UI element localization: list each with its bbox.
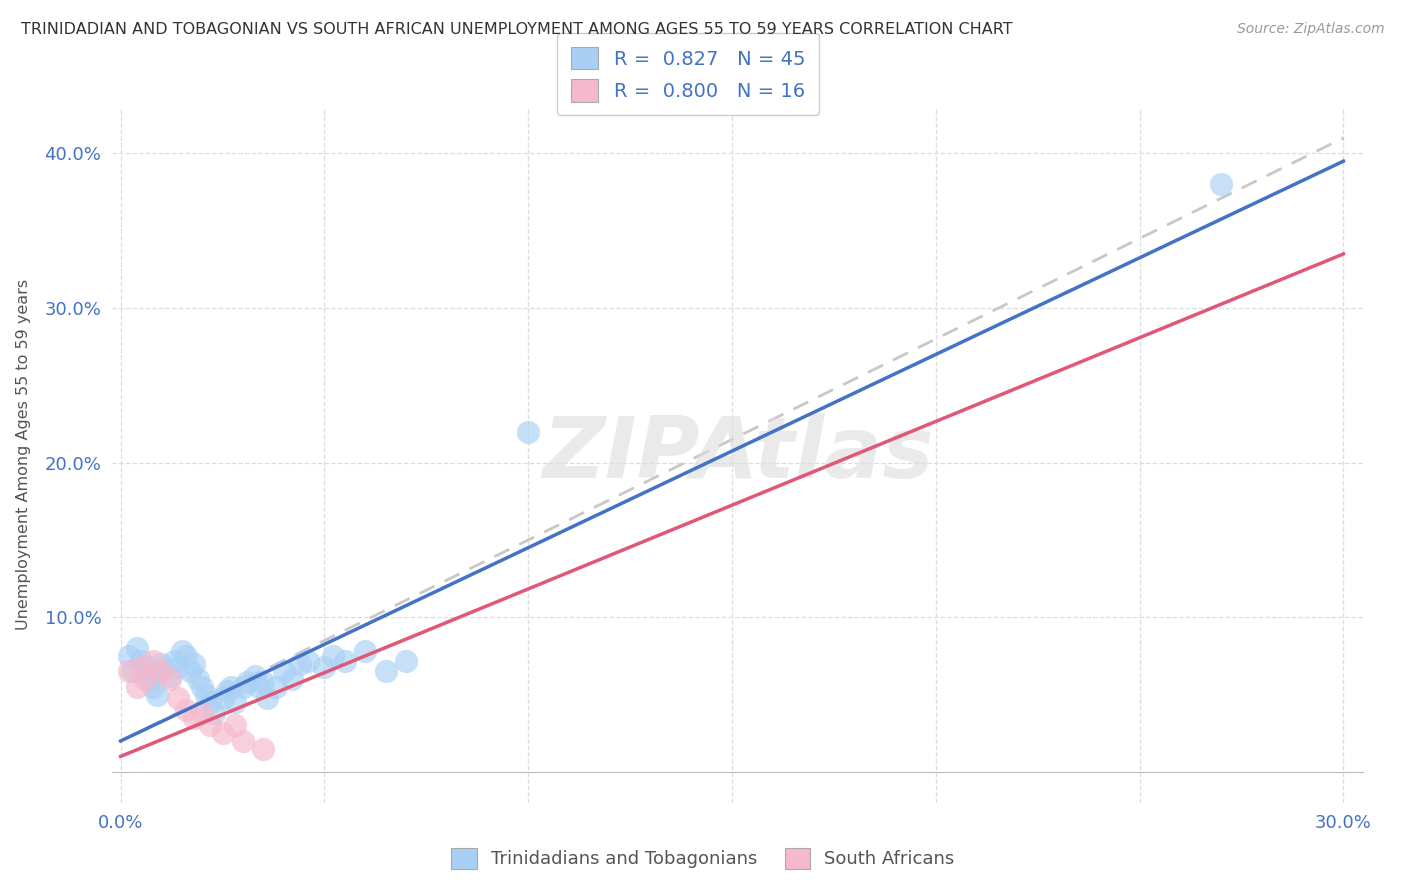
Point [219, 680, 242, 694]
Point [170, 644, 193, 658]
Point [191, 680, 214, 694]
Point [191, 706, 214, 720]
Point [118, 665, 141, 679]
Point [211, 726, 233, 740]
Point [200, 718, 222, 732]
Point [273, 665, 295, 679]
Point [142, 654, 165, 668]
Point [374, 665, 396, 679]
Point [288, 657, 311, 671]
Point [174, 703, 197, 717]
Legend: R =  0.827   N = 45, R =  0.800   N = 16: R = 0.827 N = 45, R = 0.800 N = 16 [557, 33, 818, 115]
Point [256, 690, 278, 705]
Point [150, 657, 173, 671]
Point [202, 706, 225, 720]
Point [129, 659, 152, 673]
Point [232, 734, 254, 748]
Point [281, 672, 304, 686]
Point [142, 680, 165, 694]
Point [162, 654, 184, 668]
Point [517, 425, 540, 439]
Point [224, 695, 246, 709]
Point [1211, 178, 1233, 192]
Point [224, 718, 246, 732]
Point [247, 680, 270, 694]
Y-axis label: Unemployment Among Ages 55 to 59 years: Unemployment Among Ages 55 to 59 years [15, 279, 31, 631]
Point [150, 665, 173, 679]
Legend: Trinidadians and Tobagonians, South Africans: Trinidadians and Tobagonians, South Afri… [444, 840, 962, 876]
Point [395, 654, 418, 668]
Point [166, 690, 188, 705]
Point [129, 654, 152, 668]
Point [121, 665, 143, 679]
Text: Source: ZipAtlas.com: Source: ZipAtlas.com [1237, 22, 1385, 37]
Point [297, 654, 319, 668]
Point [125, 680, 148, 694]
Text: TRINIDADIAN AND TOBAGONIAN VS SOUTH AFRICAN UNEMPLOYMENT AMONG AGES 55 TO 59 YEA: TRINIDADIAN AND TOBAGONIAN VS SOUTH AFRI… [21, 22, 1012, 37]
Point [322, 648, 344, 663]
Point [174, 648, 197, 663]
Point [243, 669, 266, 683]
Point [314, 659, 336, 673]
Point [211, 690, 233, 705]
Point [333, 654, 356, 668]
Point [125, 641, 148, 656]
Point [159, 672, 181, 686]
Point [118, 648, 141, 663]
Point [183, 711, 205, 725]
Point [159, 669, 181, 683]
Point [354, 644, 377, 658]
Point [236, 675, 259, 690]
Point [166, 659, 188, 673]
Point [150, 665, 173, 679]
Point [215, 684, 238, 698]
Point [187, 672, 209, 686]
Point [146, 688, 169, 702]
Point [179, 665, 201, 679]
Point [138, 672, 160, 686]
Text: ZIPAtlas: ZIPAtlas [543, 413, 934, 497]
Point [252, 675, 274, 690]
Point [134, 672, 156, 686]
Point [134, 659, 156, 673]
Point [200, 695, 222, 709]
Point [252, 741, 274, 756]
Point [195, 688, 218, 702]
Point [264, 680, 287, 694]
Point [232, 680, 254, 694]
Point [183, 657, 205, 671]
